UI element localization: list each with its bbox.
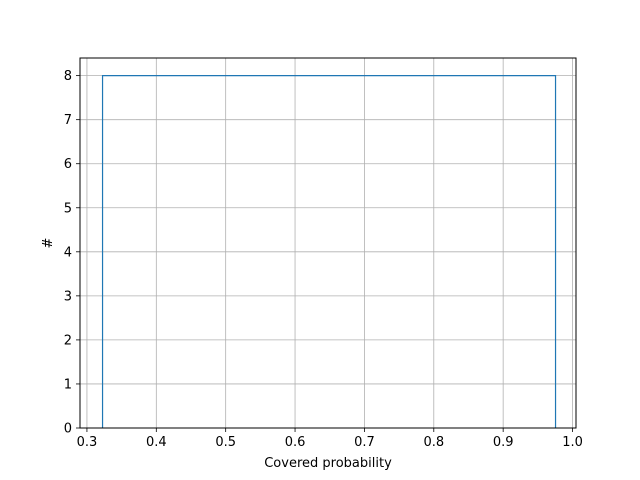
y-tick-label: 2 [64, 333, 72, 348]
y-tick-label: 6 [64, 157, 72, 172]
y-axis: 0 1 2 3 4 5 6 7 8 [64, 69, 80, 437]
y-tick-label: 1 [64, 377, 72, 392]
y-tick-label: 0 [64, 422, 72, 437]
x-tick-label: 0.4 [146, 435, 167, 450]
plot-frame [79, 57, 577, 429]
y-tick-label: 7 [64, 113, 72, 128]
x-tick-label: 0.6 [285, 435, 306, 450]
y-tick-label: 5 [64, 201, 72, 216]
plot-area [80, 58, 576, 428]
x-axis-label: Covered probability [264, 456, 392, 471]
x-axis: 0.3 0.4 0.5 0.6 0.7 0.8 0.9 1.0 [77, 428, 583, 450]
x-tick-label: 0.7 [354, 435, 375, 450]
y-tick-label: 8 [64, 69, 72, 84]
x-tick-label: 0.9 [493, 435, 514, 450]
y-tick-label: 4 [64, 245, 72, 260]
x-tick-label: 0.3 [77, 435, 98, 450]
histogram-series [101, 75, 557, 428]
histogram-step [101, 75, 557, 428]
y-axis-label: # [41, 238, 56, 249]
y-tick-label: 3 [64, 289, 72, 304]
x-tick-label: 1.0 [562, 435, 583, 450]
x-tick-label: 0.8 [423, 435, 444, 450]
x-tick-label: 0.5 [215, 435, 236, 450]
